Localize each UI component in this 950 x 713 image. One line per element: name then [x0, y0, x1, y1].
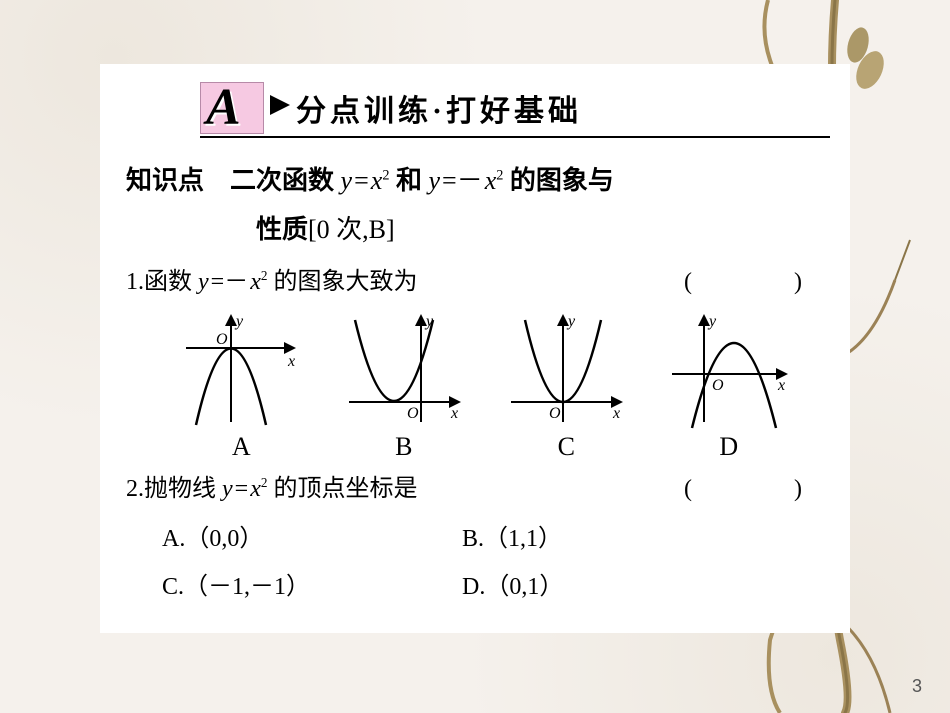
page-number: 3	[912, 676, 922, 697]
q2-formula: y=x2	[222, 476, 267, 502]
svg-text:x: x	[450, 405, 458, 422]
knowledge-point-line2: 性质[0 次,B]	[256, 205, 830, 254]
kp-suffix: 的图象与	[503, 166, 614, 195]
svg-text:O: O	[549, 405, 561, 422]
graph-option-b: y x O B	[339, 310, 469, 462]
question-2: 2.抛物线 y=x2 的顶点坐标是 ( )	[126, 468, 830, 511]
q2-after: 的顶点坐标是	[267, 476, 417, 502]
graph-option-d: y x O D	[664, 310, 794, 462]
graph-d-label: D	[664, 432, 794, 462]
kp-prefix: 二次函数	[230, 166, 341, 195]
q2-option-c: C.（－1,－1）	[162, 563, 462, 611]
q2-before: 抛物线	[144, 476, 222, 502]
svg-text:y: y	[234, 313, 244, 330]
svg-text:O: O	[407, 405, 419, 422]
svg-text:O: O	[216, 331, 228, 348]
graph-a-label: A	[176, 432, 306, 462]
kp-label: 知识点	[126, 166, 204, 195]
svg-text:y: y	[707, 313, 717, 330]
question-1: 1.函数 y=－x2 的图象大致为 ( )	[126, 261, 830, 304]
formula-y-eq-neg-x2: y=－x2	[428, 166, 503, 195]
content-box: A 分点训练·打好基础 知识点 二次函数 y=x2 和 y=－x2 的图象与 性…	[100, 64, 850, 633]
q2-options: A.（0,0） B.（1,1） C.（－1,－1） D.（0,1）	[162, 515, 830, 611]
svg-text:x: x	[777, 377, 785, 394]
q1-num: 1.	[126, 269, 144, 295]
q1-graphs: y x O A y x O B	[160, 310, 810, 462]
graph-option-a: y x O A	[176, 310, 306, 462]
graph-option-c: y x O C	[501, 310, 631, 462]
q2-option-a: A.（0,0）	[162, 515, 462, 563]
section-badge: A	[200, 82, 264, 134]
svg-text:y: y	[566, 313, 576, 330]
formula-y-eq-x2: y=x2	[341, 166, 390, 195]
knowledge-point: 知识点 二次函数 y=x2 和 y=－x2 的图象与	[126, 156, 830, 205]
q2-paren: ( )	[684, 468, 820, 511]
q1-formula: y=－x2	[198, 269, 267, 295]
kp-bracket: [0 次,B]	[308, 215, 395, 244]
section-title-text: 分点训练·打好基础	[296, 86, 582, 134]
badge-letter: A	[206, 78, 241, 137]
svg-text:x: x	[612, 405, 620, 422]
graph-b-label: B	[339, 432, 469, 462]
kp-mid: 和	[389, 166, 428, 195]
q1-paren: ( )	[684, 261, 820, 304]
q2-option-d: D.（0,1）	[462, 563, 762, 611]
q1-after: 的图象大致为	[267, 269, 417, 295]
triangle-icon	[270, 95, 290, 115]
graph-c-label: C	[501, 432, 631, 462]
svg-text:y: y	[424, 313, 434, 330]
kp-line2-prefix: 性质	[256, 215, 308, 244]
q2-num: 2.	[126, 476, 144, 502]
q1-before: 函数	[144, 269, 198, 295]
svg-text:O: O	[712, 377, 724, 394]
section-header: A 分点训练·打好基础	[200, 82, 830, 138]
q2-option-b: B.（1,1）	[462, 515, 762, 563]
svg-text:x: x	[287, 353, 295, 370]
